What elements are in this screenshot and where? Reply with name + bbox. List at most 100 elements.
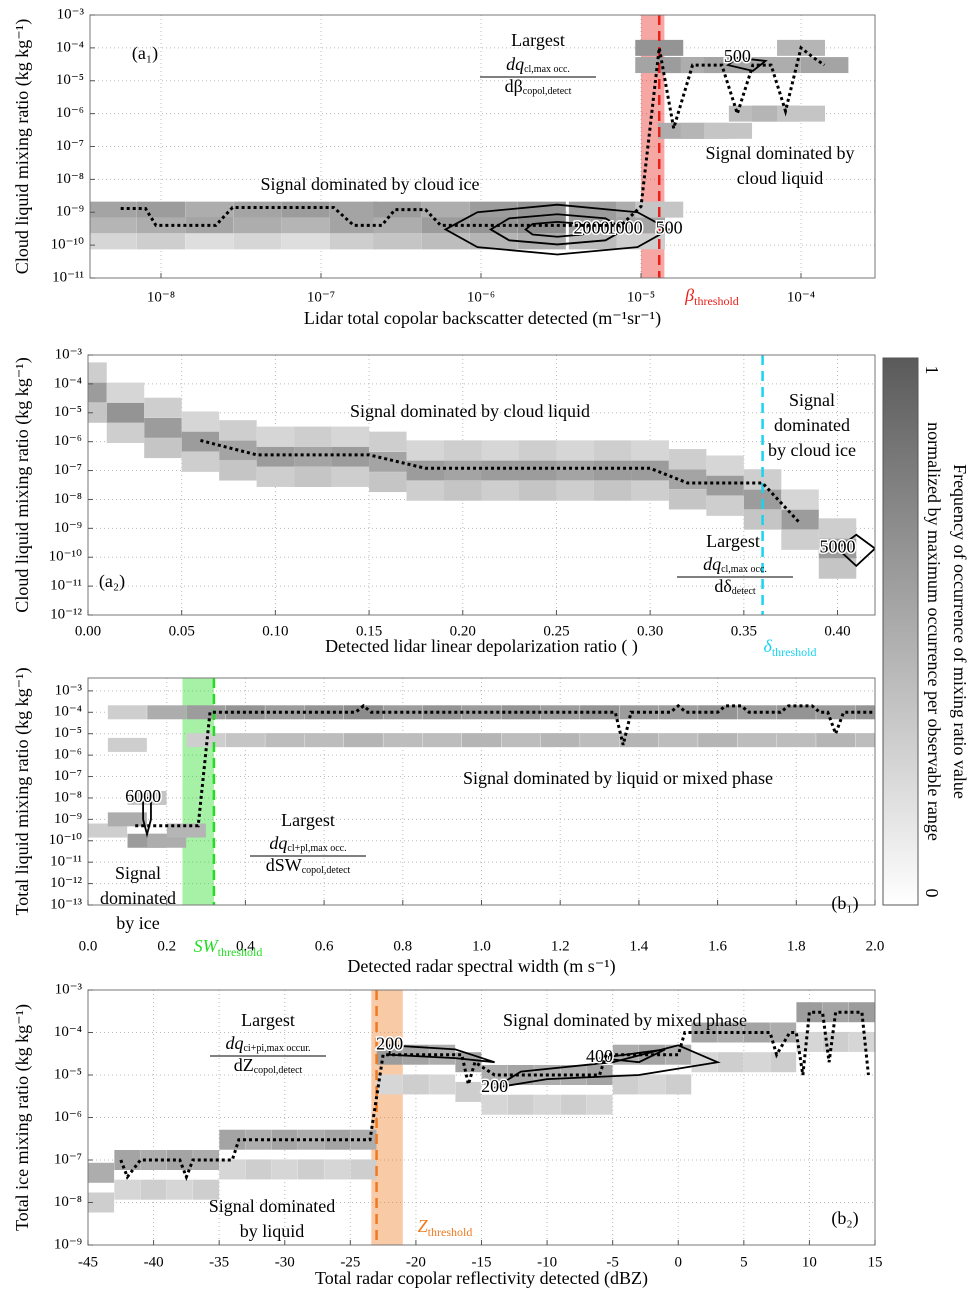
x-tick-label: 1.6 bbox=[708, 938, 727, 954]
x-axis-label: Total radar copolar reflectivity detecte… bbox=[315, 1268, 648, 1289]
heat-cell bbox=[822, 1031, 849, 1052]
panel-label: (b₁) bbox=[831, 893, 858, 914]
heat-cell bbox=[665, 1074, 692, 1095]
x-tick-label: 1.8 bbox=[787, 938, 806, 954]
heat-cell bbox=[185, 201, 234, 218]
heat-cell bbox=[518, 480, 557, 501]
heat-cell bbox=[455, 1081, 482, 1102]
heat-cell bbox=[586, 1065, 613, 1085]
heat-cell bbox=[593, 480, 632, 501]
heat-cell bbox=[422, 705, 462, 720]
annotation: Signal dominated bbox=[209, 1196, 335, 1216]
contour-label: 1000 bbox=[607, 218, 643, 238]
panel-label: (a₂) bbox=[99, 571, 125, 592]
heat-cell bbox=[619, 733, 659, 748]
y-tick-label: 10⁻⁴ bbox=[54, 1024, 82, 1040]
fraction-sub: ci+pi,max occur. bbox=[243, 1043, 310, 1054]
annotation: cloud liquid bbox=[737, 168, 824, 188]
heat-cell bbox=[343, 705, 383, 720]
y-axis-label: Total liquid mixing ratio (kg kg⁻¹) bbox=[12, 667, 33, 915]
heat-cell bbox=[507, 1094, 534, 1115]
heat-cell bbox=[144, 397, 182, 418]
heat-cell bbox=[88, 1192, 115, 1213]
fraction-part: dq bbox=[703, 554, 721, 574]
x-tick-label: -35 bbox=[209, 1254, 229, 1270]
heat-cell bbox=[560, 1065, 587, 1085]
heat-cell bbox=[737, 705, 777, 720]
heat-cell bbox=[639, 1074, 666, 1095]
annotation: Signal dominated by cloud ice bbox=[261, 174, 480, 194]
heat-cell bbox=[848, 1031, 875, 1052]
heat-cell bbox=[136, 201, 185, 218]
x-tick-label: 10⁻⁶ bbox=[467, 289, 495, 305]
x-tick-label: 10 bbox=[802, 1254, 817, 1270]
x-tick-label: 0.6 bbox=[315, 938, 334, 954]
contour-label: 200 bbox=[376, 1033, 403, 1053]
heat-cell bbox=[329, 217, 378, 234]
x-tick-label: 0.30 bbox=[637, 623, 663, 639]
x-tick-label: -40 bbox=[144, 1254, 164, 1270]
x-axis-label: Lidar total copolar backscatter detected… bbox=[304, 308, 661, 329]
y-tick-label: 10⁻⁶ bbox=[54, 747, 82, 763]
y-axis-label: Total ice mixing ratio (kg kg⁻¹) bbox=[12, 1004, 33, 1231]
fraction-sub: cl,max occ. bbox=[721, 564, 767, 575]
heat-cell bbox=[376, 1074, 403, 1095]
plot: 200 200 400 bbox=[88, 990, 875, 1245]
y-tick-label: 10⁻¹¹ bbox=[50, 578, 82, 594]
x-axis-label: Detected lidar linear depolarization rat… bbox=[325, 636, 638, 657]
heat-cell bbox=[422, 733, 462, 748]
annotation: Signal dominated by mixed phase bbox=[503, 1010, 747, 1030]
y-tick-label: 10⁻⁵ bbox=[54, 1066, 82, 1082]
heat-cell bbox=[233, 217, 282, 234]
fraction-numerator: dqcl,max occ. bbox=[703, 554, 767, 575]
annotation: Signal dominated by bbox=[706, 143, 855, 163]
annotation: Largest bbox=[706, 531, 760, 551]
y-tick-label: 10⁻⁸ bbox=[54, 1194, 82, 1210]
contour bbox=[488, 213, 627, 246]
y-tick-label: 10⁻¹¹ bbox=[50, 854, 82, 870]
heat-cell bbox=[106, 402, 145, 423]
fraction-sub: copol,detect bbox=[254, 1065, 303, 1076]
heat-cell bbox=[429, 1074, 456, 1095]
contour bbox=[524, 220, 594, 238]
heat-cell bbox=[245, 1129, 272, 1150]
heat-cell bbox=[617, 233, 666, 250]
y-tick-label: 10⁻⁸ bbox=[54, 491, 82, 507]
heat-cell bbox=[816, 733, 856, 748]
y-tick-label: 10⁻⁸ bbox=[56, 171, 84, 187]
y-tick-label: 10⁻⁷ bbox=[54, 1151, 82, 1167]
heat-cell bbox=[518, 460, 557, 481]
x-tick-label: 0.35 bbox=[731, 623, 757, 639]
heat-cell bbox=[88, 362, 107, 383]
x-tick-label: 0.0 bbox=[79, 938, 98, 954]
heat-cell bbox=[556, 440, 594, 461]
colorbar-label: normalized by maximum occurrence per obs… bbox=[924, 422, 944, 841]
heat-cell bbox=[631, 460, 669, 481]
heat-cell bbox=[665, 1044, 692, 1065]
threshold-sub: threshold bbox=[428, 1225, 473, 1239]
heat-cell bbox=[612, 1074, 639, 1095]
y-tick-label: 10⁻³ bbox=[55, 981, 83, 997]
threshold-label: βthreshold bbox=[684, 285, 739, 308]
annotation: Largest bbox=[511, 30, 565, 50]
heat-cell bbox=[818, 558, 857, 579]
heat-cell bbox=[444, 460, 482, 481]
y-tick-label: 10⁻¹² bbox=[50, 606, 82, 622]
heat-cell bbox=[556, 460, 594, 481]
fraction-sub: copol,detect bbox=[523, 86, 572, 97]
heat-cell bbox=[256, 426, 295, 447]
x-tick-label: 0.8 bbox=[393, 938, 412, 954]
x-tick-label: 10⁻⁵ bbox=[627, 289, 655, 305]
heat-cell bbox=[668, 449, 707, 470]
heat-cell bbox=[331, 426, 370, 447]
y-tick-label: 10⁻⁵ bbox=[56, 72, 84, 88]
fraction-part: dq bbox=[506, 54, 524, 74]
y-tick-label: 10⁻⁴ bbox=[54, 375, 82, 391]
heat-cell bbox=[560, 1094, 587, 1115]
heat-cell bbox=[691, 1052, 718, 1073]
fraction-part: dq bbox=[269, 833, 287, 853]
annotation: Signal dominated by liquid or mixed phas… bbox=[463, 768, 773, 788]
heat-cell bbox=[233, 201, 282, 218]
y-tick-label: 10⁻⁹ bbox=[56, 204, 84, 220]
